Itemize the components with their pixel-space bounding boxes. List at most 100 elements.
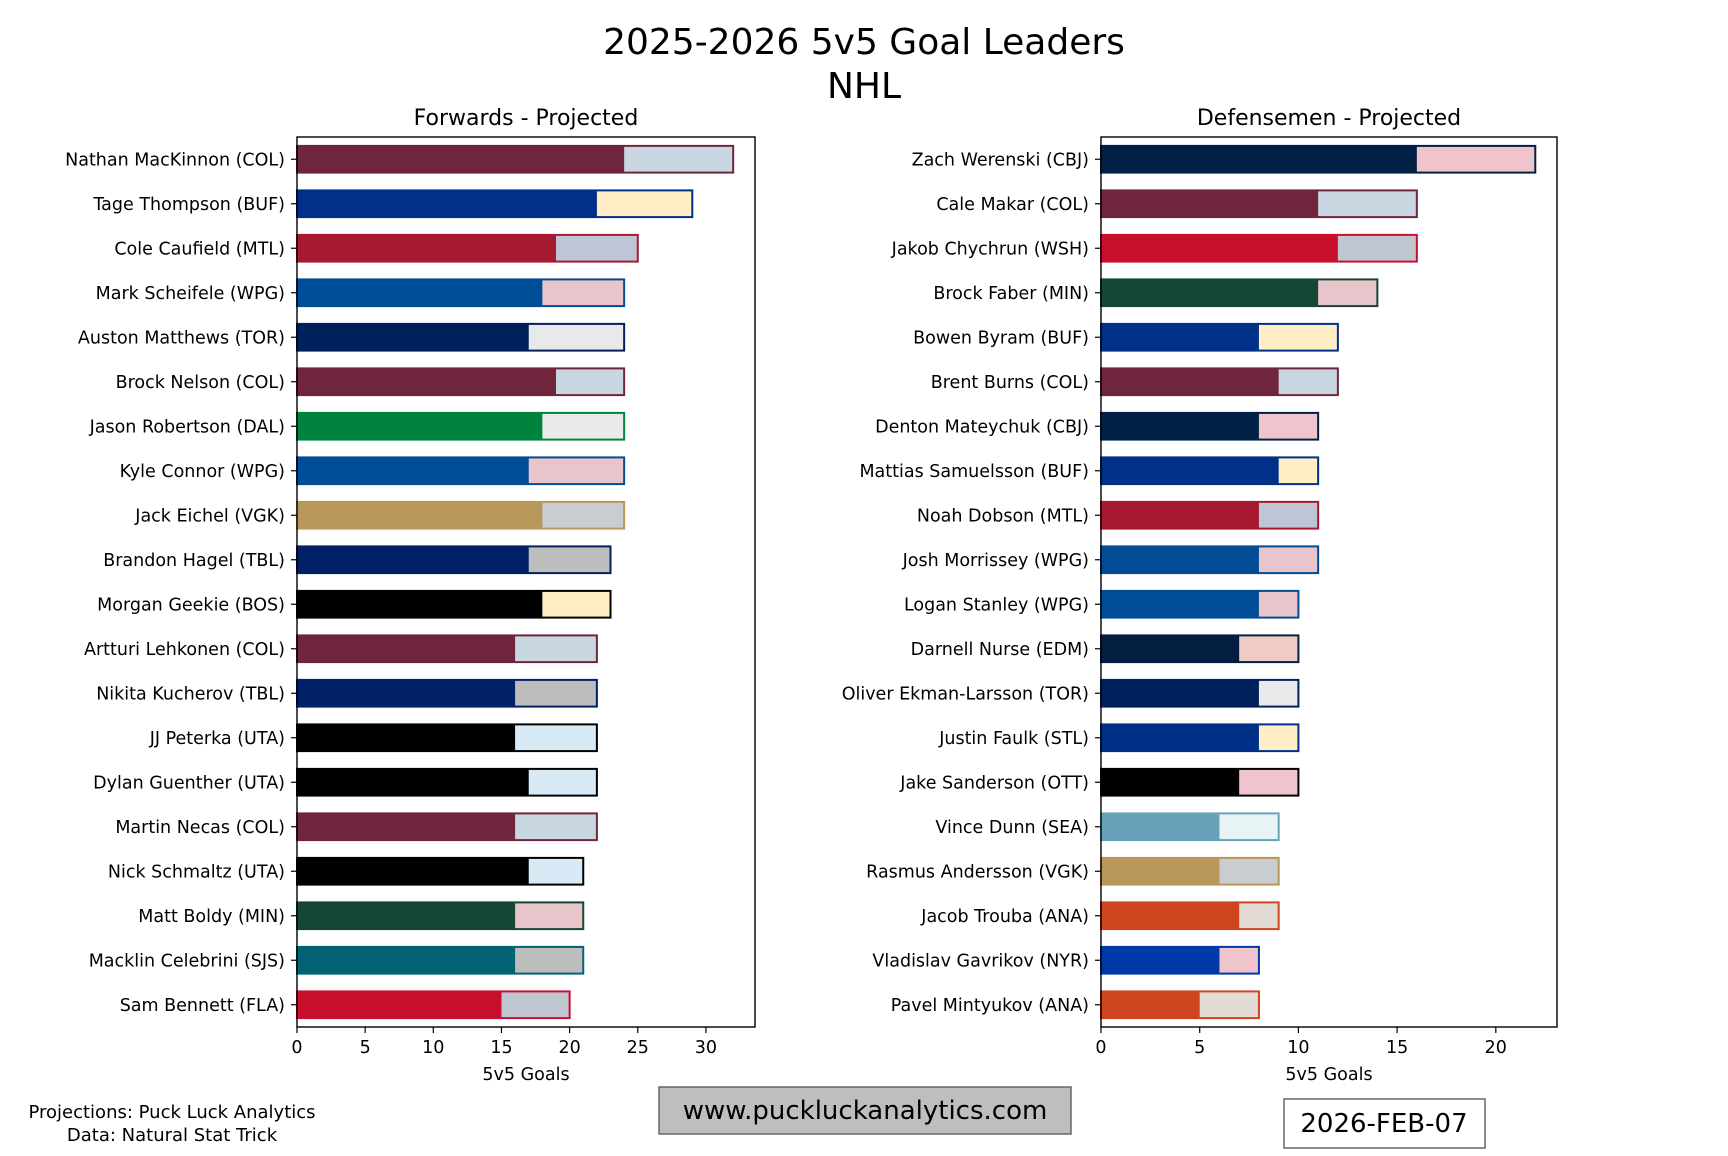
website-link[interactable]: www.puckluckanalytics.com bbox=[683, 1096, 1048, 1126]
bar-row: JJ Peterka (UTA) bbox=[149, 723, 598, 753]
bar-row: Nathan MacKinnon (COL) bbox=[65, 144, 735, 174]
chart-title: Forwards - Projected bbox=[414, 106, 639, 131]
bar-row: Morgan Geekie (BOS) bbox=[97, 589, 612, 619]
bar-row: Denton Mateychuk (CBJ) bbox=[875, 411, 1320, 441]
player-label: Brent Burns (COL) bbox=[931, 373, 1089, 393]
website-box bbox=[658, 1086, 1072, 1135]
player-label: Denton Mateychuk (CBJ) bbox=[875, 417, 1089, 437]
current-bar bbox=[297, 590, 543, 618]
current-bar bbox=[1101, 145, 1417, 173]
player-label: Matt Boldy (MIN) bbox=[138, 907, 285, 927]
bar-row: Mattias Samuelsson (BUF) bbox=[859, 456, 1320, 486]
current-bar bbox=[297, 724, 516, 752]
x-tick-label: 5 bbox=[1194, 1038, 1205, 1058]
x-tick-label: 30 bbox=[695, 1038, 717, 1058]
player-label: Pavel Mintyukov (ANA) bbox=[891, 996, 1089, 1016]
bar-row: Jakob Chychrun (WSH) bbox=[891, 233, 1418, 263]
current-bar bbox=[297, 279, 543, 307]
current-bar bbox=[297, 546, 529, 574]
x-tick-label: 5 bbox=[360, 1038, 371, 1058]
x-tick-label: 25 bbox=[627, 1038, 649, 1058]
current-bar bbox=[1101, 679, 1259, 707]
x-tick-label: 20 bbox=[1485, 1038, 1507, 1058]
player-label: Josh Morrissey (WPG) bbox=[902, 551, 1089, 571]
current-bar bbox=[1101, 724, 1259, 752]
bar-row: Pavel Mintyukov (ANA) bbox=[891, 990, 1260, 1020]
current-bar bbox=[1101, 546, 1259, 574]
figure-subtitle: NHL bbox=[827, 66, 901, 107]
current-bar bbox=[1101, 234, 1338, 262]
player-label: Morgan Geekie (BOS) bbox=[97, 595, 285, 615]
player-label: Darnell Nurse (EDM) bbox=[911, 640, 1089, 660]
x-tick-label: 0 bbox=[1095, 1038, 1106, 1058]
current-bar bbox=[1101, 946, 1220, 974]
bar-row: Brandon Hagel (TBL) bbox=[103, 545, 612, 575]
current-bar bbox=[1101, 501, 1259, 529]
player-label: Martin Necas (COL) bbox=[115, 818, 285, 838]
x-tick-label: 10 bbox=[422, 1038, 444, 1058]
current-bar bbox=[1101, 323, 1259, 351]
current-bar bbox=[297, 145, 625, 173]
current-bar bbox=[1101, 590, 1259, 618]
bar-row: Jason Robertson (DAL) bbox=[89, 411, 626, 441]
bar-row: Macklin Celebrini (SJS) bbox=[89, 945, 585, 975]
current-bar bbox=[1101, 457, 1279, 485]
chart-title: Defensemen - Projected bbox=[1197, 106, 1461, 131]
player-label: Nick Schmaltz (UTA) bbox=[108, 862, 285, 882]
player-label: Sam Bennett (FLA) bbox=[120, 996, 285, 1016]
bar-row: Cole Caufield (MTL) bbox=[114, 233, 639, 263]
player-label: JJ Peterka (UTA) bbox=[149, 729, 285, 749]
forwards-chart: Forwards - Projected Nathan MacKinnon (CO… bbox=[65, 106, 756, 1085]
bar-row: Brock Nelson (COL) bbox=[116, 367, 626, 397]
player-label: Cole Caufield (MTL) bbox=[114, 239, 285, 259]
bar-row: Jake Sanderson (OTT) bbox=[899, 767, 1300, 797]
bar-row: Matt Boldy (MIN) bbox=[138, 901, 585, 931]
bar-row: Jack Eichel (VGK) bbox=[134, 500, 626, 530]
bar-row: Jacob Trouba (ANA) bbox=[920, 901, 1280, 931]
bar-row: Cale Makar (COL) bbox=[936, 189, 1418, 219]
current-bar bbox=[297, 190, 597, 218]
current-bar bbox=[1101, 190, 1319, 218]
player-label: Artturi Lehkonen (COL) bbox=[84, 640, 285, 660]
current-bar bbox=[1101, 768, 1240, 796]
current-bar bbox=[1101, 279, 1319, 307]
bar-row: Vince Dunn (SEA) bbox=[935, 812, 1280, 842]
player-label: Bowen Byram (BUF) bbox=[913, 328, 1089, 348]
x-tick-label: 15 bbox=[490, 1038, 512, 1058]
player-label: Jacob Trouba (ANA) bbox=[920, 907, 1089, 927]
player-label: Zach Werenski (CBJ) bbox=[912, 150, 1089, 170]
player-label: Oliver Ekman-Larsson (TOR) bbox=[842, 684, 1089, 704]
bar-row: Darnell Nurse (EDM) bbox=[911, 634, 1300, 664]
player-label: Brock Nelson (COL) bbox=[116, 373, 285, 393]
current-bar bbox=[297, 679, 516, 707]
player-label: Vince Dunn (SEA) bbox=[935, 818, 1089, 838]
bar-row: Nick Schmaltz (UTA) bbox=[108, 856, 585, 886]
current-bar bbox=[1101, 412, 1259, 440]
current-bar bbox=[297, 857, 529, 885]
bar-row: Dylan Guenther (UTA) bbox=[93, 767, 598, 797]
player-label: Tage Thompson (BUF) bbox=[92, 195, 285, 215]
bar-row: Vladislav Gavrikov (NYR) bbox=[872, 945, 1260, 975]
x-tick-label: 20 bbox=[558, 1038, 580, 1058]
bar-row: Justin Faulk (STL) bbox=[938, 723, 1300, 753]
bar-row: Sam Bennett (FLA) bbox=[120, 990, 571, 1020]
projections-credit: Projections: Puck Luck Analytics bbox=[28, 1102, 315, 1123]
player-label: Dylan Guenther (UTA) bbox=[93, 773, 285, 793]
bar-row: Auston Matthews (TOR) bbox=[78, 322, 626, 352]
player-label: Jake Sanderson (OTT) bbox=[899, 773, 1089, 793]
player-label: Brock Faber (MIN) bbox=[933, 284, 1089, 304]
figure-title: 2025-2026 5v5 Goal Leaders bbox=[603, 22, 1125, 63]
current-bar bbox=[297, 768, 529, 796]
player-label: Nathan MacKinnon (COL) bbox=[65, 150, 285, 170]
player-label: Cale Makar (COL) bbox=[936, 195, 1089, 215]
bar-row: Noah Dobson (MTL) bbox=[917, 500, 1320, 530]
current-bar bbox=[1101, 991, 1200, 1019]
current-bar bbox=[1101, 813, 1220, 841]
bar-row: Mark Scheifele (WPG) bbox=[96, 278, 626, 308]
player-label: Jason Robertson (DAL) bbox=[89, 417, 285, 437]
x-tick-label: 0 bbox=[291, 1038, 302, 1058]
player-label: Logan Stanley (WPG) bbox=[904, 595, 1089, 615]
player-label: Rasmus Andersson (VGK) bbox=[866, 862, 1089, 882]
bar-row: Rasmus Andersson (VGK) bbox=[866, 856, 1280, 886]
